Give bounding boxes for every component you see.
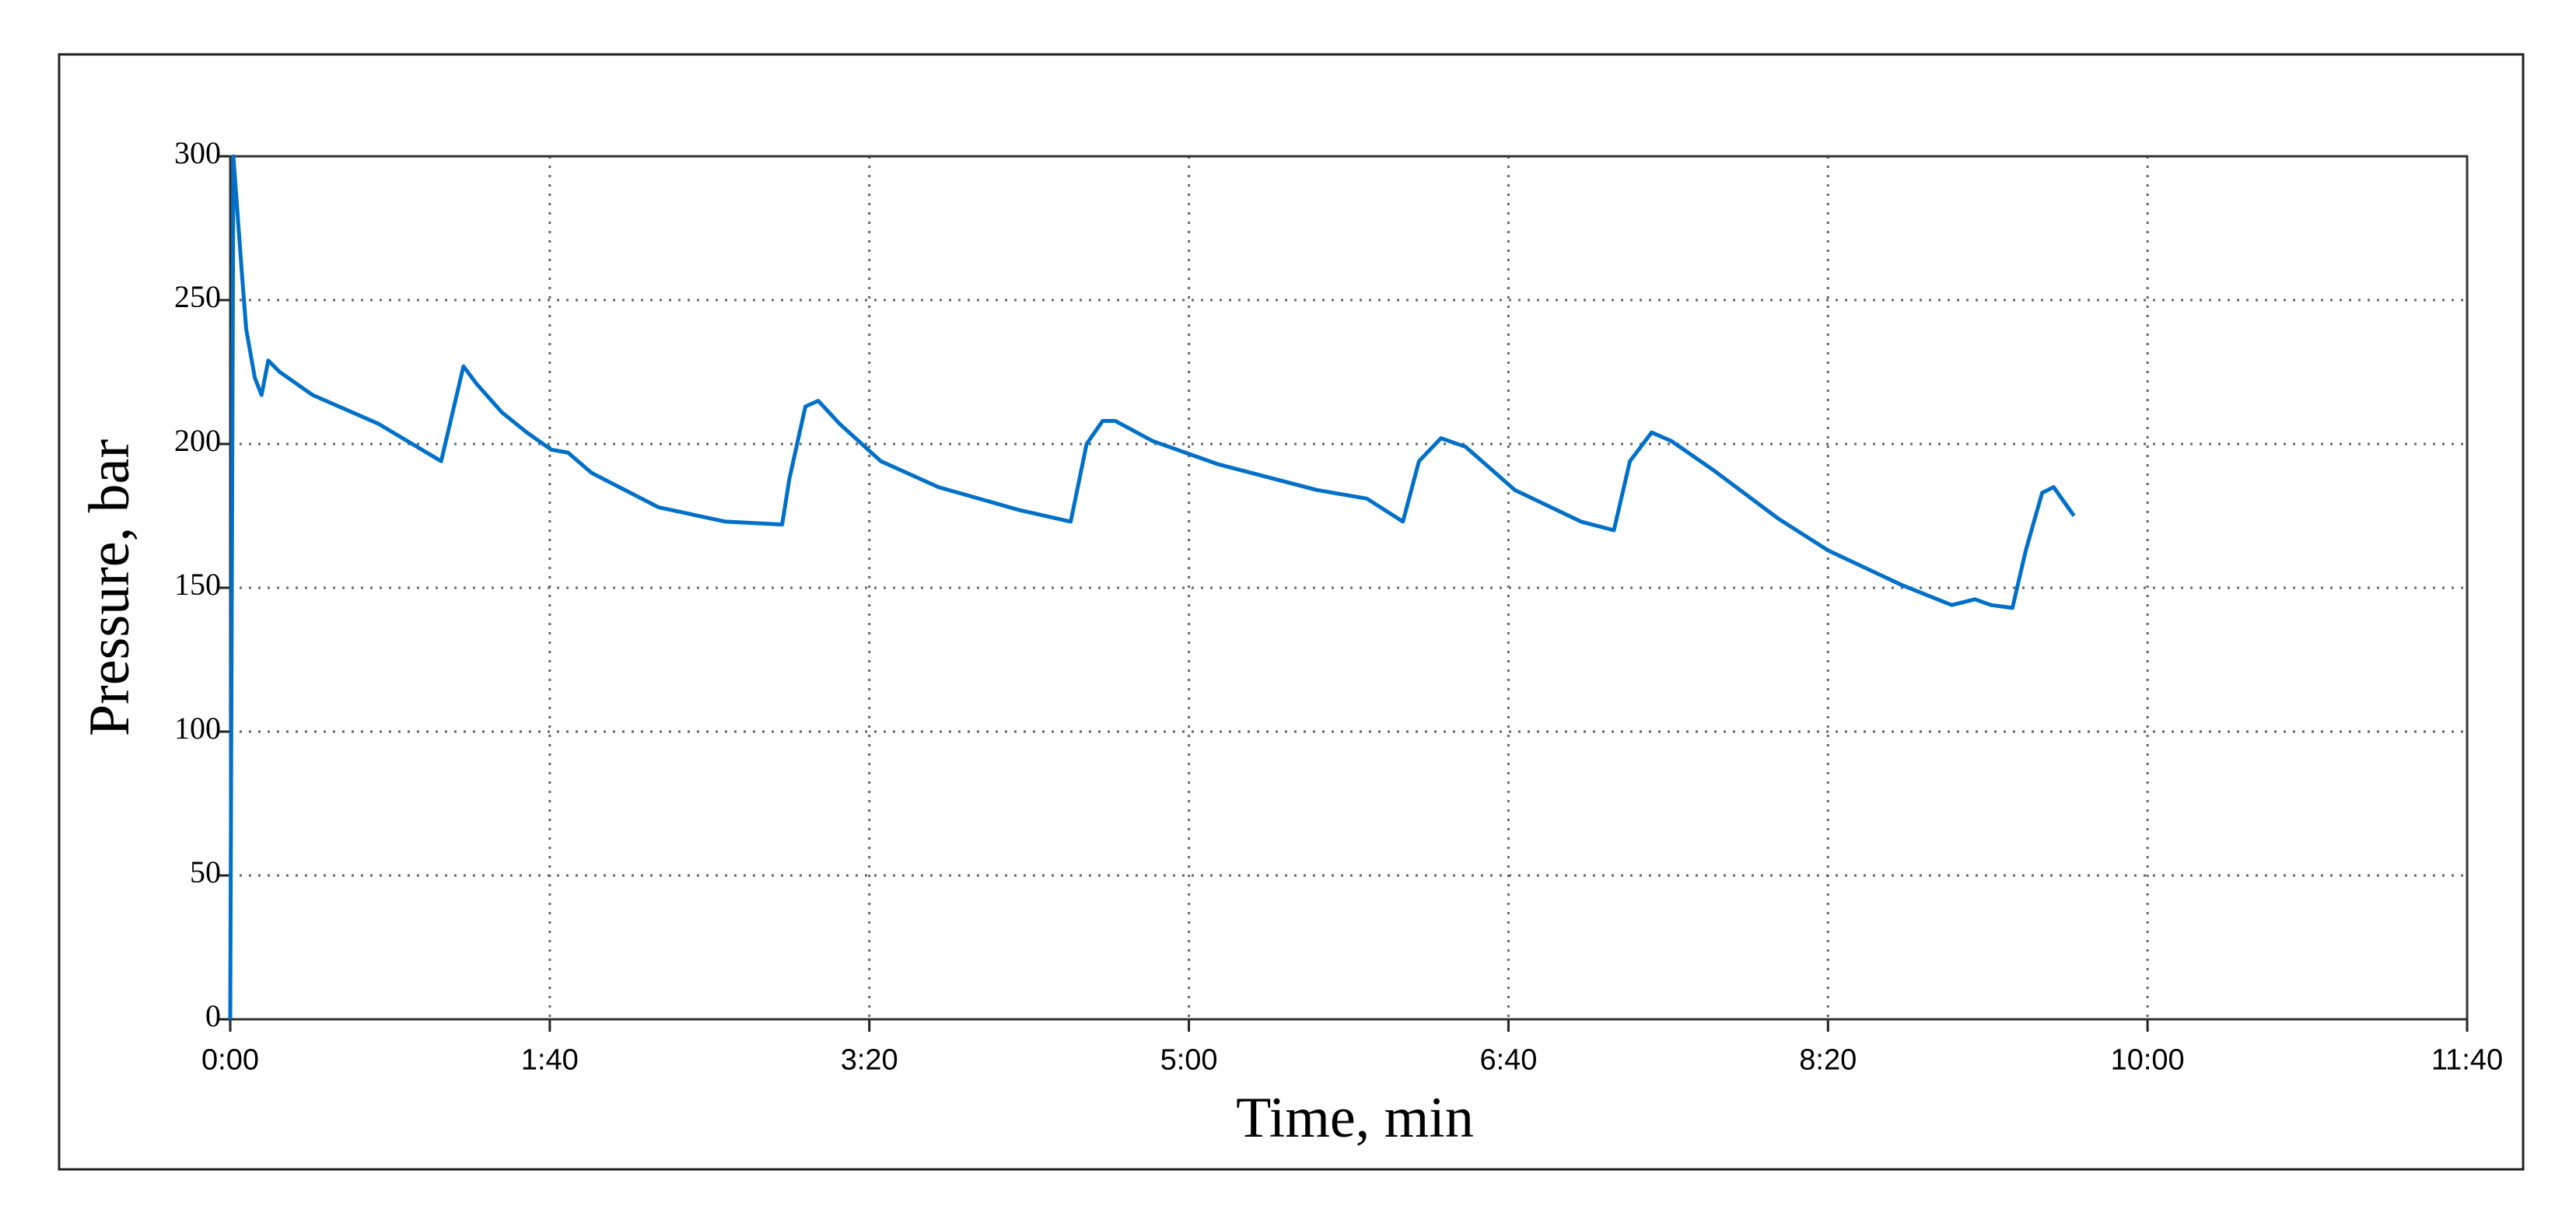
y-tick-label: 150 (174, 567, 221, 602)
x-tick-label: 8:20 (1799, 1043, 1857, 1076)
x-tick-label: 3:20 (841, 1043, 898, 1076)
x-tick-label: 0:00 (201, 1043, 259, 1076)
x-tick-label: 11:40 (2431, 1043, 2503, 1076)
x-tick-label: 5:00 (1160, 1043, 1218, 1076)
x-tick-label: 1:40 (521, 1043, 579, 1076)
y-tick-label: 300 (174, 135, 221, 170)
x-axis-title: Time, min (1236, 1086, 1474, 1150)
y-tick-label: 200 (174, 423, 221, 458)
outer-frame (58, 53, 2525, 1171)
y-axis-title: Pressure, bar (78, 439, 142, 736)
y-tick-label: 0 (205, 998, 221, 1033)
y-tick-label: 100 (174, 711, 221, 746)
x-tick-label: 10:00 (2111, 1043, 2185, 1076)
y-tick-label: 250 (174, 279, 221, 314)
data-line (228, 154, 2076, 1020)
x-tick-label: 6:40 (1479, 1043, 1537, 1076)
y-tick-label: 50 (190, 854, 221, 889)
plot-frame (229, 155, 2469, 1021)
